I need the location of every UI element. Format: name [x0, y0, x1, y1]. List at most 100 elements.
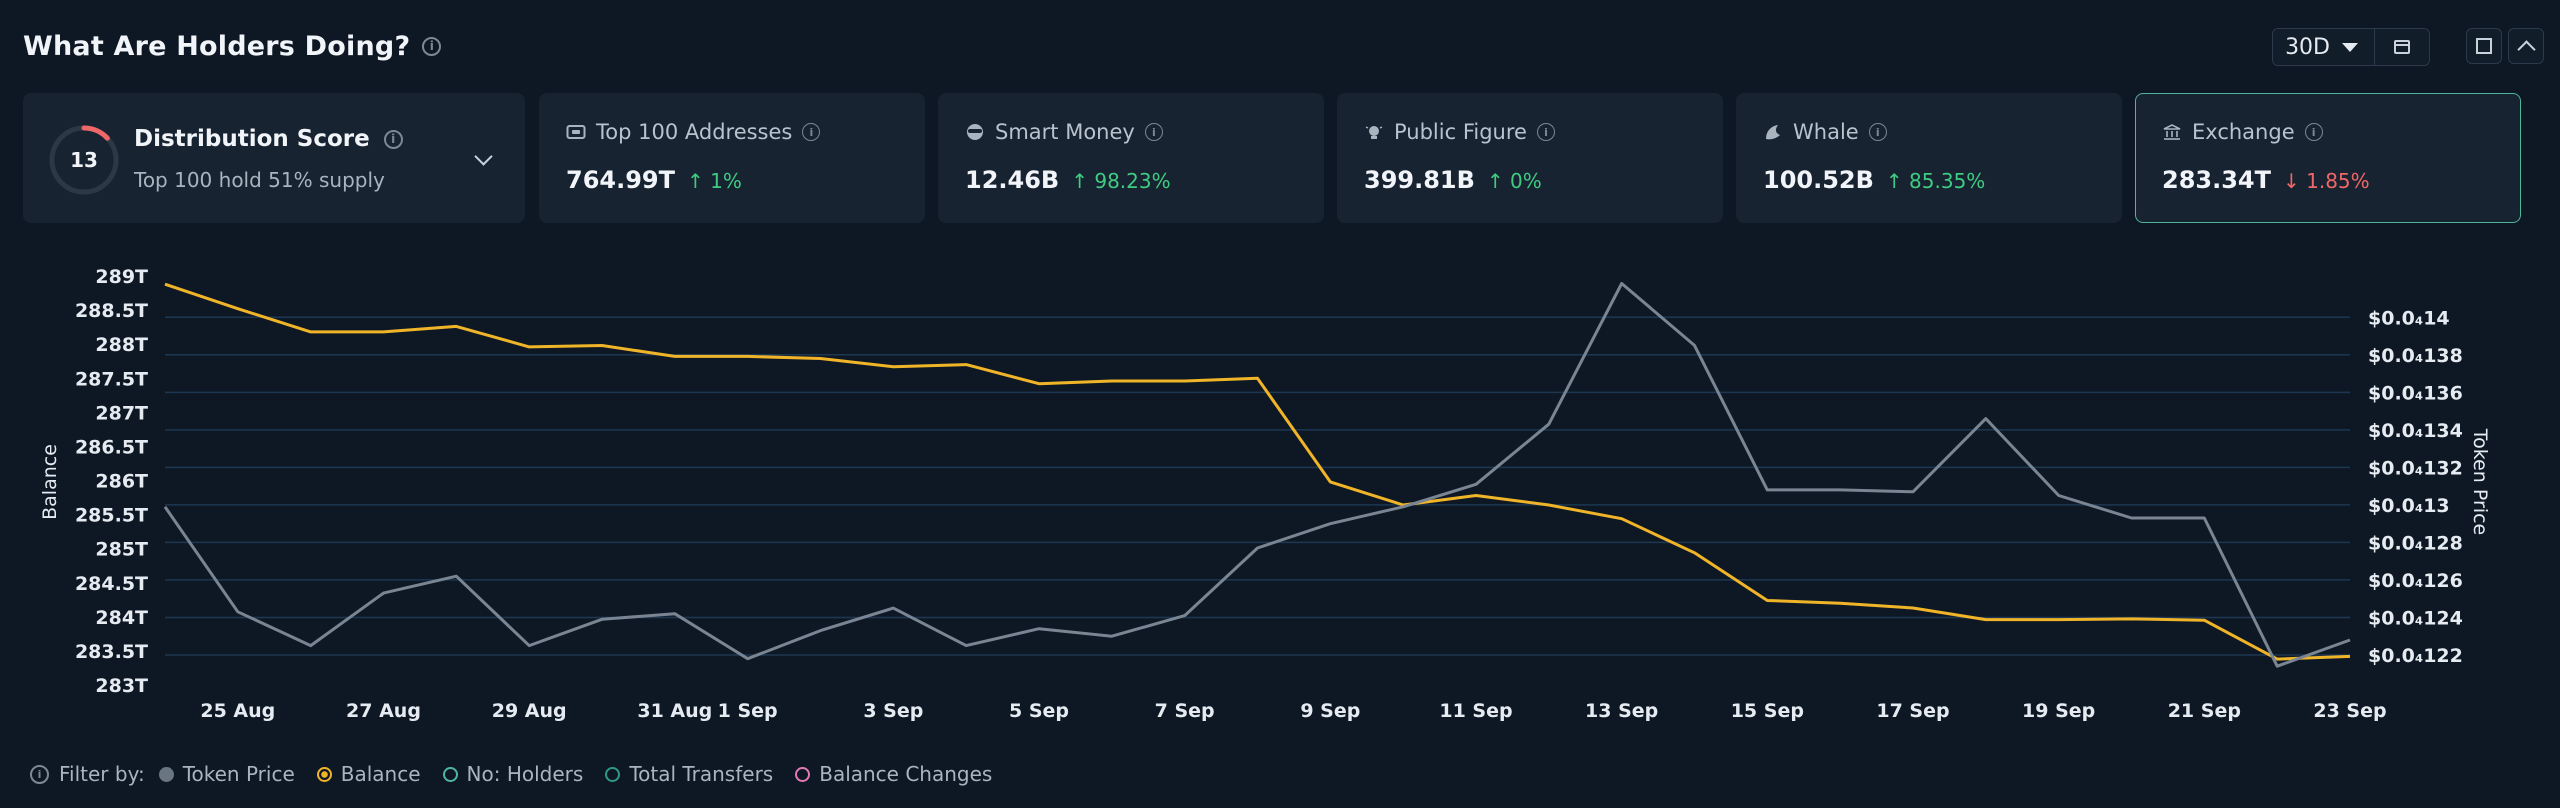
card-change-value: 98.23% [1094, 169, 1171, 193]
y-tick-label: 288.5T [75, 300, 148, 322]
range-value: 30D [2285, 34, 2330, 60]
caret-down-icon [2342, 42, 2358, 52]
card-exchange[interactable]: Exchange i 283.34T ↓ 1.85% [2135, 93, 2521, 223]
x-tick-label: 9 Sep [1300, 700, 1360, 722]
balance-price-chart: 289T 288.5T 288T 287.5T 287T 286.5T 286T 285.5T… [39, 266, 2491, 722]
distribution-title: Distribution Score i [134, 126, 403, 152]
legend-dot [442, 766, 458, 782]
x-tick-label: 11 Sep [1439, 700, 1512, 722]
y-tick-label: 286.5T [75, 436, 148, 458]
card-label: Smart Money [995, 120, 1135, 144]
card-value-number: 399.81B [1364, 166, 1475, 194]
x-tick-label: 27 Aug [346, 700, 421, 722]
y2-tick-label: $0.0₄138 [2368, 345, 2463, 367]
x-tick-label: 19 Sep [2022, 700, 2095, 722]
card-header: Exchange i [2162, 120, 2323, 144]
legend-item-balance[interactable]: Balance [316, 762, 421, 786]
distribution-title-text: Distribution Score [134, 126, 370, 152]
filter-label: Filter by: [59, 762, 145, 786]
card-value-number: 12.46B [965, 166, 1060, 194]
card-value-number: 100.52B [1763, 166, 1874, 194]
card-top-100-addresses[interactable]: Top 100 Addresses i 764.99T ↑ 1% [539, 93, 925, 223]
info-icon[interactable]: i [2304, 123, 2323, 141]
range-group: 30D [2272, 28, 2430, 66]
card-smart-money[interactable]: Smart Money i 12.46B ↑ 98.23% [938, 93, 1324, 223]
y2-tick-label: $0.0₄122 [2368, 645, 2463, 667]
distribution-score: 13 [70, 148, 98, 172]
card-value: 764.99T ↑ 1% [566, 166, 742, 194]
info-icon[interactable]: i [1144, 123, 1163, 141]
time-range-controls: 30D [2272, 28, 2430, 66]
card-value: 283.34T ↓ 1.85% [2162, 166, 2370, 194]
x-tick-label: 31 Aug [637, 700, 712, 722]
card-change-value: 1.85% [2306, 169, 2370, 193]
x-tick-label: 1 Sep [718, 700, 778, 722]
distribution-subtitle: Top 100 hold 51% supply [134, 168, 385, 192]
y2-tick-label: $0.0₄136 [2368, 382, 2463, 404]
card-value-number: 764.99T [566, 166, 675, 194]
x-tick-label: 17 Sep [1876, 700, 1949, 722]
chevron-down-icon[interactable] [474, 147, 493, 166]
y2-tick-label: $0.0₄126 [2368, 570, 2463, 592]
collapse-button[interactable] [2508, 28, 2544, 64]
legend-item-token-price[interactable]: Token Price [158, 762, 295, 786]
legend-label: Total Transfers [629, 762, 774, 786]
card-label: Public Figure [1394, 120, 1527, 144]
x-tick-label: 29 Aug [492, 700, 567, 722]
card-public-figure[interactable]: Public Figure i 399.81B ↑ 0% [1337, 93, 1723, 223]
x-tick-label: 23 Sep [2313, 700, 2386, 722]
info-icon[interactable]: i [383, 129, 403, 149]
info-icon[interactable]: i [30, 764, 49, 784]
legend-item-holders[interactable]: No: Holders [442, 762, 584, 786]
card-change-value: 1% [710, 169, 742, 193]
distribution-card[interactable]: 13 Distribution Score i Top 100 hold 51%… [23, 93, 525, 223]
card-label: Whale [1793, 120, 1859, 144]
card-header: Smart Money i [965, 120, 1163, 144]
legend-dot [605, 766, 621, 782]
x-tick-label: 3 Sep [863, 700, 923, 722]
card-change: ↑ 1% [686, 169, 742, 193]
info-icon[interactable]: i [422, 36, 442, 56]
legend-item-balance-changes[interactable]: Balance Changes [795, 762, 992, 786]
card-label: Top 100 Addresses [596, 120, 793, 144]
series-line-balance [164, 282, 2351, 661]
card-change: ↑ 98.23% [1071, 169, 1171, 193]
card-header: Whale i [1763, 120, 1887, 144]
info-icon[interactable]: i [1868, 123, 1887, 141]
y-axis-label: Balance [39, 444, 61, 520]
card-label: Exchange [2192, 120, 2295, 144]
fullscreen-icon [2476, 38, 2492, 54]
calendar-button[interactable] [2374, 29, 2429, 65]
y-tick-label: 284.5T [75, 573, 148, 595]
card-change: ↓ 1.85% [2282, 169, 2370, 193]
fullscreen-button[interactable] [2466, 28, 2502, 64]
y2-tick-label: $0.0₄13 [2368, 495, 2450, 517]
calendar-icon [2394, 40, 2410, 54]
chart-legend: i Filter by: Token Price Balance No: Hol… [30, 762, 1014, 786]
legend-item-total-transfers[interactable]: Total Transfers [605, 762, 773, 786]
series-line-token-price [163, 282, 2351, 668]
distribution-ring [49, 125, 119, 195]
card-value: 399.81B ↑ 0% [1364, 166, 1542, 194]
x-tick-label: 7 Sep [1155, 700, 1215, 722]
legend-label: Token Price [182, 762, 295, 786]
legend-label: Balance Changes [819, 762, 993, 786]
card-value-number: 283.34T [2162, 166, 2271, 194]
y2-tick-label: $0.0₄134 [2368, 420, 2463, 442]
chevron-up-icon [2516, 39, 2536, 59]
card-change-value: 0% [1510, 169, 1542, 193]
info-icon[interactable]: i [1536, 123, 1555, 141]
card-whale[interactable]: Whale i 100.52B ↑ 85.35% [1736, 93, 2122, 223]
info-icon[interactable]: i [802, 123, 821, 141]
range-select[interactable]: 30D [2273, 29, 2374, 65]
header: What Are Holders Doing? i [23, 26, 442, 66]
card-value: 12.46B ↑ 98.23% [965, 166, 1171, 194]
y-tick-label: 287.5T [75, 368, 148, 390]
card-value: 100.52B ↑ 85.35% [1763, 166, 1985, 194]
bank-icon [2163, 124, 2181, 140]
legend-label: No: Holders [466, 762, 584, 786]
legend-dot [316, 766, 332, 782]
card-change: ↑ 85.35% [1885, 169, 1986, 193]
y2-tick-label: $0.0₄132 [2368, 457, 2463, 479]
public-figure-icon [1365, 126, 1383, 139]
